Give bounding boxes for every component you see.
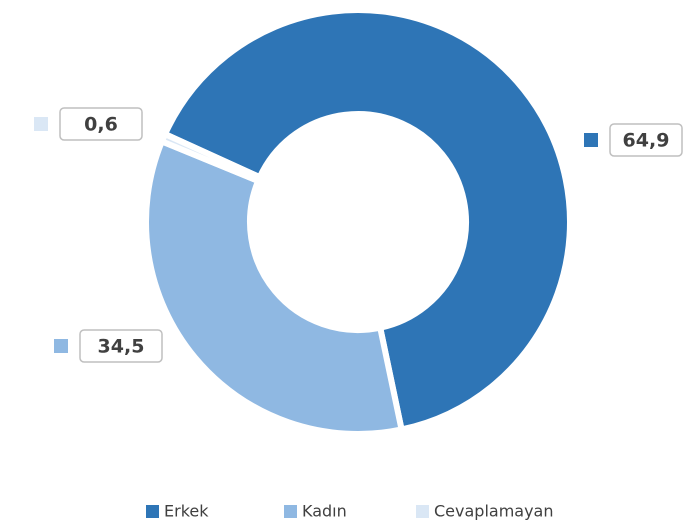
legend-swatch: [416, 505, 429, 518]
label-marker: [54, 339, 68, 353]
data-label: 0,6: [84, 114, 118, 136]
data-label: 64,9: [623, 130, 670, 152]
donut-slice: [157, 130, 264, 185]
legend-label: Cevaplamayan: [434, 502, 554, 521]
label-marker: [584, 133, 598, 147]
label-box: [609, 123, 683, 157]
legend-label: Erkek: [164, 502, 209, 521]
label-marker: [34, 117, 48, 131]
legend-swatch: [146, 505, 159, 518]
label-box: [79, 329, 163, 363]
data-label: 34,5: [98, 336, 145, 358]
donut-slice: [161, 7, 573, 434]
legend-label: Kadın: [302, 502, 347, 521]
label-box: [59, 107, 143, 141]
legend-swatch: [284, 505, 297, 518]
donut-slice: [143, 137, 406, 437]
